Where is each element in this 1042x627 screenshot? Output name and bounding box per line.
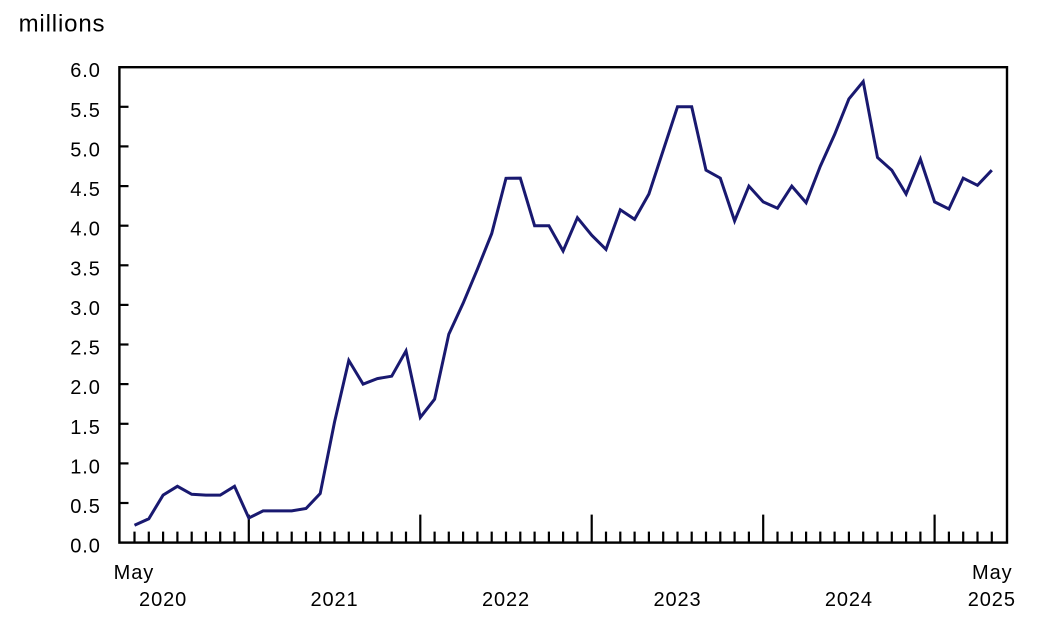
svg-text:0.5: 0.5: [70, 496, 101, 518]
svg-text:millions: millions: [19, 10, 106, 37]
svg-text:2024: 2024: [825, 589, 873, 611]
svg-text:0.0: 0.0: [70, 536, 101, 558]
svg-text:May: May: [972, 562, 1012, 584]
svg-text:5.5: 5.5: [70, 100, 101, 122]
svg-text:3.5: 3.5: [70, 258, 101, 280]
svg-text:2021: 2021: [310, 589, 358, 611]
svg-text:2025: 2025: [968, 589, 1016, 611]
svg-text:4.0: 4.0: [70, 219, 101, 241]
svg-text:2023: 2023: [653, 589, 701, 611]
svg-text:1.0: 1.0: [70, 456, 101, 478]
svg-text:3.0: 3.0: [70, 298, 101, 320]
svg-text:2022: 2022: [482, 589, 530, 611]
svg-text:2.5: 2.5: [70, 338, 101, 360]
svg-text:1.5: 1.5: [70, 417, 101, 439]
svg-text:6.0: 6.0: [70, 60, 101, 82]
svg-text:2.0: 2.0: [70, 377, 101, 399]
svg-text:2020: 2020: [139, 589, 187, 611]
svg-text:May: May: [114, 562, 154, 584]
svg-text:4.5: 4.5: [70, 179, 101, 201]
svg-text:5.0: 5.0: [70, 139, 101, 161]
